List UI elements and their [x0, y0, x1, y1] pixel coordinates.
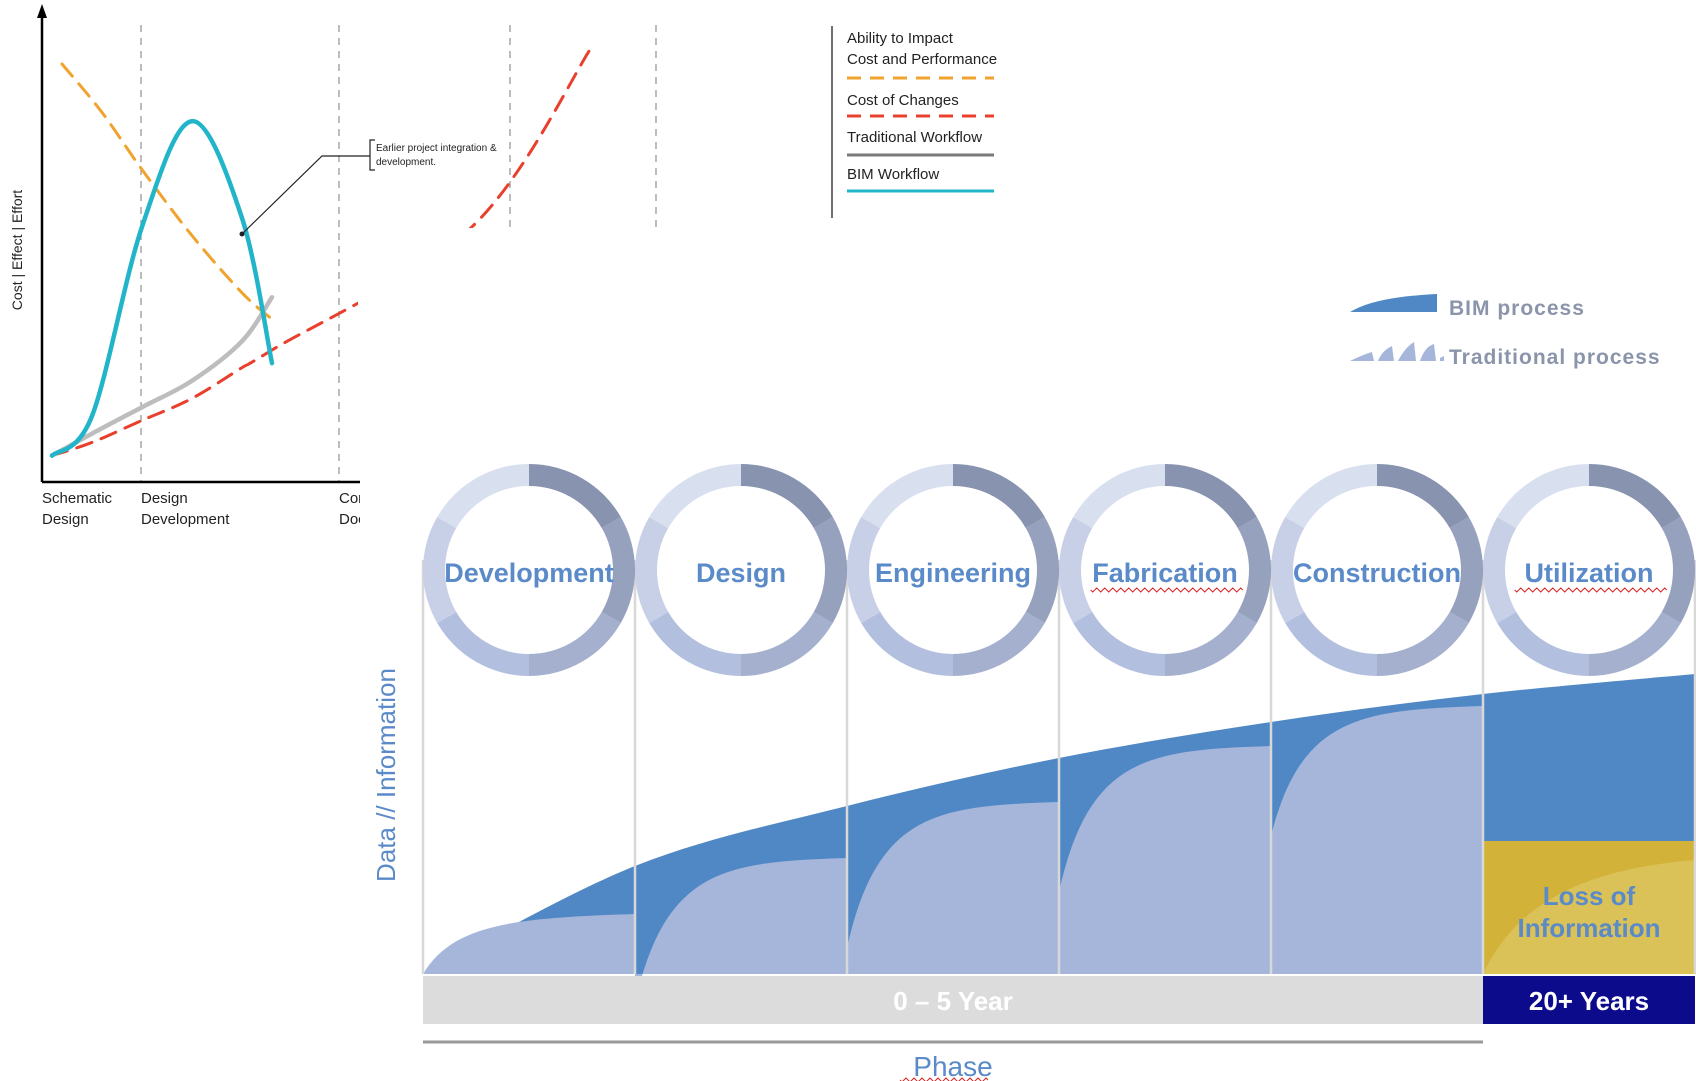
phase-ring-segment: [741, 612, 833, 676]
spellcheck-underline: [1090, 587, 1244, 593]
phase-ring-segment: [1285, 612, 1377, 676]
phase-label-utilization: Utilization: [1525, 558, 1654, 588]
traditional-process-area: [635, 858, 847, 1004]
traditional-process-area: [847, 802, 1059, 974]
phase-ring-segment: [1025, 517, 1059, 623]
tick-label-construction-2: Doc: [339, 511, 366, 528]
phase-ring-segment: [953, 464, 1045, 528]
phase-ring-segment: [1271, 517, 1305, 623]
timebar-label-0-5: 0 – 5 Year: [893, 986, 1013, 1016]
loss-fade-area: [1483, 860, 1695, 974]
y-axis-label: Cost | Effect | Effort: [9, 190, 25, 310]
timebar-20-years: [1483, 976, 1695, 1024]
phase-ring-segment: [861, 464, 953, 528]
tick-label-schematic-2: Design: [42, 511, 89, 528]
phase-ring-segment: [437, 612, 529, 676]
x-axis-label-phase: Phase: [913, 1051, 992, 1081]
phase-ring-segment: [1497, 612, 1589, 676]
phase-ring-segment: [1285, 464, 1377, 528]
traditional-process-area: [1271, 706, 1483, 974]
legend-label-cost_changes: Cost of Changes: [847, 92, 959, 109]
phase-ring-segment: [1449, 517, 1483, 623]
annotation-text-1: Earlier project integration &: [376, 143, 497, 154]
legend-label-traditional: Traditional Workflow: [847, 129, 982, 146]
phase-label-fabrication: Fabrication: [1092, 558, 1238, 588]
phase-label-engineering: Engineering: [875, 558, 1031, 588]
legend-label-bim: BIM process: [1449, 297, 1585, 320]
tick-label-design-dev-1: Design: [141, 490, 188, 507]
phase-ring-segment: [601, 517, 636, 623]
series-line-traditional: [49, 294, 275, 458]
phase-label-development: Development: [444, 558, 614, 588]
phase-ring-segment: [634, 517, 669, 623]
annotation-point: [239, 231, 245, 237]
phase-ring-segment: [649, 464, 741, 528]
phase-ring-segment: [423, 517, 457, 623]
phase-ring-segment: [953, 612, 1045, 676]
phase-ring-segment: [437, 464, 529, 528]
timebar-0-5-years: [423, 976, 1483, 1024]
spellcheck-underline: [899, 1077, 989, 1081]
tick-label-design-dev-2: Development: [141, 511, 230, 528]
phase-ring-segment: [847, 517, 881, 623]
phase-ring-segment: [1165, 464, 1257, 528]
tick-label-construction-1: Cor: [339, 490, 363, 507]
phase-ring-segment: [1482, 517, 1517, 623]
phase-ring-segment: [1237, 517, 1271, 623]
legend-label-bim: BIM Workflow: [847, 166, 939, 183]
phase-ring-segment: [1073, 464, 1165, 528]
phase-ring-segment: [1377, 464, 1469, 528]
tick-label-schematic-1: Schematic: [42, 490, 113, 507]
loss-label-2: Information: [1518, 913, 1661, 943]
traditional-process-area: [423, 914, 635, 974]
traditional-process-area: [1059, 746, 1271, 974]
phase-ring-segment: [529, 464, 621, 528]
series-line-cost_changes: [50, 44, 594, 458]
phase-ring-segment: [861, 612, 953, 676]
phase-label-construction: Construction: [1293, 558, 1461, 588]
workflow-chart: Cost | Effect | Effort Schematic Design Des…: [9, 4, 997, 528]
series-line-ability: [60, 62, 274, 321]
phase-ring-segment: [1589, 612, 1681, 676]
phase-ring-segment: [741, 464, 833, 528]
timebar-label-20-plus: 20+ Years: [1529, 986, 1649, 1016]
phase-ring-segment: [1073, 612, 1165, 676]
phase-ring-segment: [1165, 612, 1257, 676]
legend-swatch-bim: [1350, 294, 1437, 312]
phase-ring-segment: [1661, 517, 1696, 623]
phase-ring-segment: [1589, 464, 1681, 528]
phase-ring-segment: [1377, 612, 1469, 676]
spellcheck-underline: [1514, 587, 1668, 593]
y-axis-arrow: [37, 4, 47, 18]
legend-label-traditional: Traditional process: [1449, 346, 1661, 369]
legend-label-ability: Ability to Impact: [847, 30, 954, 47]
phase-ring-segment: [1497, 464, 1589, 528]
phase-ring-segment: [529, 612, 621, 676]
annotation-text-2: development.: [376, 157, 436, 168]
y-axis-label-data: Data // Information: [371, 668, 401, 882]
loss-label-1: Loss of: [1543, 881, 1636, 911]
legend-label-ability: Cost and Performance: [847, 51, 997, 68]
series-line-bim: [49, 118, 275, 458]
legend-swatch-traditional: [1350, 342, 1444, 361]
phase-ring-segment: [1059, 517, 1093, 623]
phase-ring-segment: [649, 612, 741, 676]
phase-label-design: Design: [696, 558, 786, 588]
annotation-bracket: [369, 139, 375, 171]
phase-ring-segment: [813, 517, 847, 623]
annotation-leader: [241, 155, 370, 235]
